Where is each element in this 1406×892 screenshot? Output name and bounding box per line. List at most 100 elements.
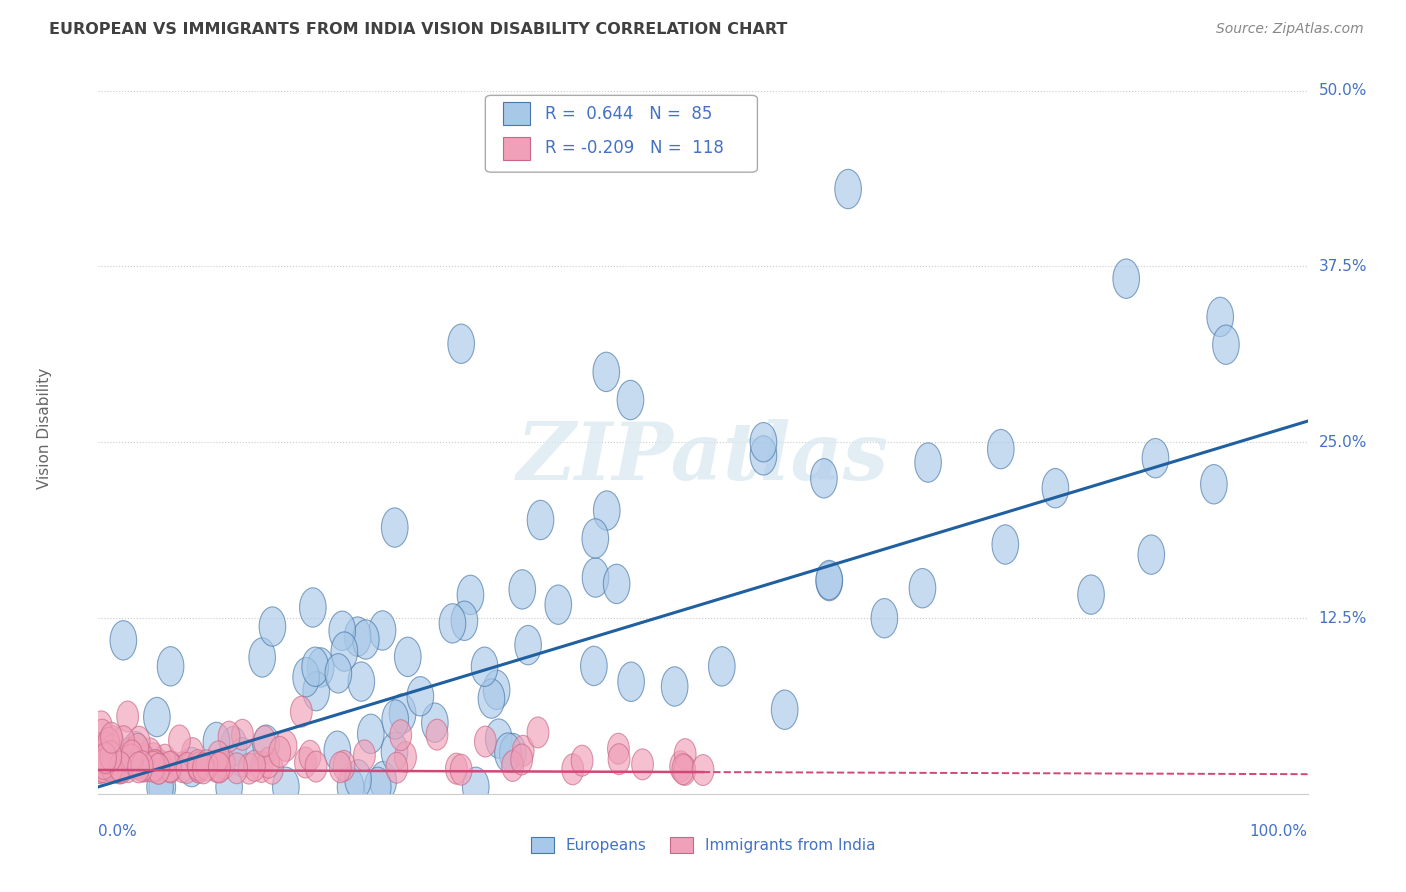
Ellipse shape <box>160 752 181 783</box>
Ellipse shape <box>661 667 688 706</box>
Ellipse shape <box>143 749 166 780</box>
Ellipse shape <box>344 617 371 657</box>
Ellipse shape <box>353 739 375 771</box>
Ellipse shape <box>117 701 139 732</box>
Ellipse shape <box>94 742 117 773</box>
Ellipse shape <box>811 458 837 498</box>
Ellipse shape <box>172 752 194 782</box>
Ellipse shape <box>134 751 155 782</box>
Ellipse shape <box>187 752 209 783</box>
Ellipse shape <box>96 732 117 764</box>
Ellipse shape <box>96 743 117 774</box>
Ellipse shape <box>571 745 593 776</box>
Ellipse shape <box>195 750 218 780</box>
Ellipse shape <box>502 750 523 781</box>
Ellipse shape <box>89 742 111 773</box>
Text: R = -0.209   N =  118: R = -0.209 N = 118 <box>544 139 724 158</box>
Ellipse shape <box>607 733 630 764</box>
Ellipse shape <box>142 751 165 782</box>
Ellipse shape <box>149 767 176 806</box>
Ellipse shape <box>915 442 942 483</box>
Ellipse shape <box>581 646 607 686</box>
Text: R =  0.644   N =  85: R = 0.644 N = 85 <box>544 104 711 123</box>
Ellipse shape <box>89 747 111 779</box>
Ellipse shape <box>446 753 467 784</box>
Ellipse shape <box>122 748 143 779</box>
Ellipse shape <box>105 752 128 783</box>
Ellipse shape <box>120 744 142 775</box>
Ellipse shape <box>128 752 149 783</box>
Ellipse shape <box>512 735 534 766</box>
Text: Vision Disability: Vision Disability <box>37 368 52 489</box>
Ellipse shape <box>262 754 283 784</box>
Ellipse shape <box>381 508 408 547</box>
Ellipse shape <box>1114 259 1139 299</box>
Ellipse shape <box>333 750 354 781</box>
Ellipse shape <box>160 751 181 781</box>
Ellipse shape <box>672 754 693 785</box>
Ellipse shape <box>135 748 157 780</box>
Ellipse shape <box>103 751 125 782</box>
Ellipse shape <box>250 751 273 782</box>
Ellipse shape <box>148 754 170 784</box>
Ellipse shape <box>232 719 253 750</box>
Ellipse shape <box>108 745 129 775</box>
Ellipse shape <box>238 753 260 784</box>
Ellipse shape <box>273 767 299 806</box>
Ellipse shape <box>1212 325 1239 365</box>
Ellipse shape <box>329 611 356 650</box>
Ellipse shape <box>132 744 155 774</box>
Ellipse shape <box>1201 465 1227 504</box>
Ellipse shape <box>221 726 247 766</box>
Ellipse shape <box>872 599 897 638</box>
Ellipse shape <box>835 169 862 209</box>
Ellipse shape <box>1078 575 1104 615</box>
Text: 25.0%: 25.0% <box>1319 434 1367 450</box>
Ellipse shape <box>495 733 522 772</box>
Ellipse shape <box>673 755 696 785</box>
Ellipse shape <box>93 752 114 782</box>
Ellipse shape <box>1137 535 1164 574</box>
Ellipse shape <box>179 747 205 787</box>
Ellipse shape <box>302 647 329 687</box>
Ellipse shape <box>815 560 842 599</box>
Ellipse shape <box>276 731 297 762</box>
Ellipse shape <box>149 750 172 780</box>
Text: 12.5%: 12.5% <box>1319 610 1367 625</box>
Ellipse shape <box>389 694 416 733</box>
Ellipse shape <box>121 740 143 771</box>
Ellipse shape <box>89 752 111 783</box>
Ellipse shape <box>751 423 776 462</box>
Ellipse shape <box>215 767 242 806</box>
Text: 100.0%: 100.0% <box>1250 824 1308 839</box>
Ellipse shape <box>299 740 321 772</box>
Ellipse shape <box>395 741 416 772</box>
Ellipse shape <box>176 753 198 783</box>
Ellipse shape <box>101 752 122 782</box>
Ellipse shape <box>143 698 170 737</box>
Ellipse shape <box>709 647 735 686</box>
Text: EUROPEAN VS IMMIGRANTS FROM INDIA VISION DISABILITY CORRELATION CHART: EUROPEAN VS IMMIGRANTS FROM INDIA VISION… <box>49 22 787 37</box>
Ellipse shape <box>128 726 150 757</box>
Ellipse shape <box>344 760 371 799</box>
Ellipse shape <box>94 745 117 776</box>
Ellipse shape <box>751 435 776 475</box>
Ellipse shape <box>259 607 285 646</box>
Ellipse shape <box>193 753 214 784</box>
Ellipse shape <box>122 731 149 771</box>
Ellipse shape <box>406 676 433 716</box>
Ellipse shape <box>389 720 412 751</box>
Ellipse shape <box>308 648 335 687</box>
Ellipse shape <box>101 735 122 766</box>
Ellipse shape <box>451 601 478 640</box>
Legend: Europeans, Immigrants from India: Europeans, Immigrants from India <box>524 831 882 859</box>
Ellipse shape <box>117 752 139 782</box>
Ellipse shape <box>112 726 135 756</box>
Ellipse shape <box>148 753 170 784</box>
Ellipse shape <box>100 740 122 772</box>
Ellipse shape <box>385 752 408 783</box>
Ellipse shape <box>395 637 420 676</box>
Ellipse shape <box>107 747 128 779</box>
Ellipse shape <box>139 738 160 769</box>
Ellipse shape <box>269 737 291 767</box>
